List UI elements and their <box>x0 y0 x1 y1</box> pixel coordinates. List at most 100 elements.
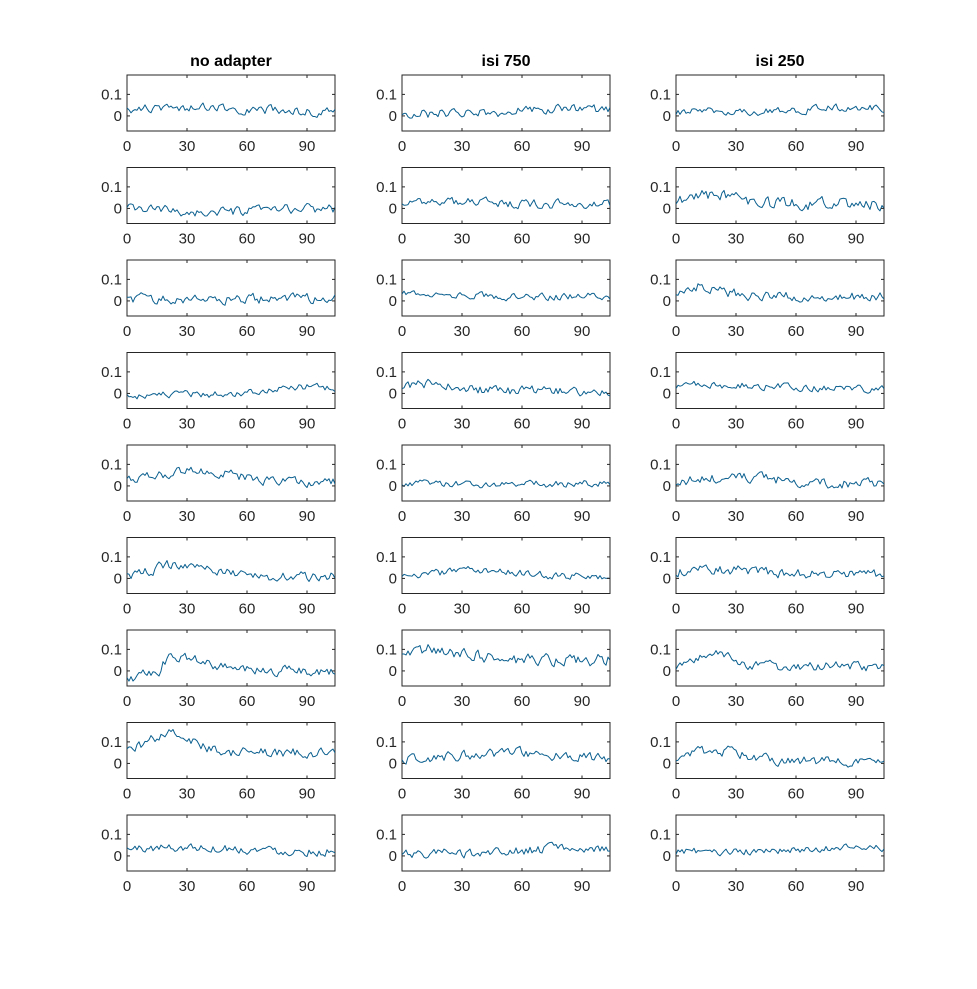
x-tick-label: 30 <box>454 323 471 340</box>
series-line <box>402 290 610 302</box>
x-tick-label: 90 <box>299 138 316 155</box>
x-tick-label: 90 <box>574 601 591 618</box>
series-line <box>676 283 884 303</box>
axes-box <box>401 444 611 502</box>
x-tick-label: 90 <box>574 231 591 248</box>
subplot: 0 30 60 90 0 0.1 <box>376 74 611 155</box>
x-tick-label: 0 <box>123 508 131 525</box>
axes-box <box>126 537 336 594</box>
subplot: 0 30 60 90 0 0.1 <box>376 259 611 340</box>
x-tick-label: 30 <box>179 416 196 433</box>
x-tick-label: 90 <box>299 231 316 248</box>
axes-box <box>675 537 885 594</box>
x-tick-label: 30 <box>179 323 196 340</box>
x-tick-label: 60 <box>514 138 531 155</box>
x-tick-label: 0 <box>123 323 131 340</box>
axes-box <box>401 722 611 779</box>
x-tick-label: 30 <box>179 693 196 710</box>
y-tick-label: 0 <box>663 478 671 495</box>
x-tick-label: 60 <box>514 878 531 895</box>
y-tick-label: 0.1 <box>376 271 397 288</box>
subplot: 0 30 60 90 0 0.1 <box>101 722 336 803</box>
x-tick-label: 0 <box>398 878 406 895</box>
y-tick-label: 0.1 <box>101 734 122 751</box>
axes-box <box>126 444 336 502</box>
y-tick-label: 0 <box>114 755 122 772</box>
subplot: 0 30 60 90 0 0.1 <box>376 352 611 433</box>
x-tick-label: 90 <box>299 508 316 525</box>
axes-box <box>675 722 885 779</box>
x-tick-label: 30 <box>454 786 471 803</box>
x-tick-label: 0 <box>123 693 131 710</box>
x-tick-label: 90 <box>574 786 591 803</box>
x-tick-label: 90 <box>299 693 316 710</box>
x-tick-label: 90 <box>848 508 865 525</box>
subplot: 0 30 60 90 0 0.1 <box>650 352 885 433</box>
x-tick-label: 90 <box>848 231 865 248</box>
x-tick-label: 90 <box>848 138 865 155</box>
x-tick-label: 0 <box>672 138 680 155</box>
y-tick-label: 0.1 <box>376 456 397 473</box>
y-tick-label: 0 <box>389 200 397 217</box>
subplot: 0 30 60 90 0 0.1 <box>650 167 885 248</box>
y-tick-label: 0 <box>663 570 671 587</box>
x-tick-label: 0 <box>123 231 131 248</box>
y-tick-label: 0 <box>114 385 122 402</box>
axes-box <box>126 629 336 687</box>
series-line <box>402 745 610 765</box>
subplot: 0 30 60 90 0 0.1 <box>101 537 336 618</box>
y-tick-label: 0.1 <box>376 734 397 751</box>
axes-box <box>675 814 885 872</box>
subplot: 0 30 60 90 0 0.1 <box>376 537 611 618</box>
x-tick-label: 0 <box>672 508 680 525</box>
y-tick-label: 0.1 <box>376 364 397 381</box>
axes-box <box>401 167 611 224</box>
x-tick-label: 30 <box>728 323 745 340</box>
x-tick-label: 90 <box>848 416 865 433</box>
y-tick-label: 0.1 <box>650 734 671 751</box>
x-tick-label: 60 <box>514 601 531 618</box>
subplot: 0 30 60 90 0 0.1 <box>650 74 885 155</box>
x-tick-label: 60 <box>788 878 805 895</box>
series-line <box>402 196 610 210</box>
x-tick-label: 30 <box>728 693 745 710</box>
x-tick-label: 90 <box>299 323 316 340</box>
x-tick-label: 30 <box>179 508 196 525</box>
series-line <box>402 378 610 397</box>
y-tick-label: 0 <box>389 848 397 865</box>
y-tick-label: 0 <box>114 108 122 125</box>
x-tick-label: 90 <box>299 878 316 895</box>
x-tick-label: 0 <box>398 508 406 525</box>
y-tick-label: 0 <box>389 570 397 587</box>
x-tick-label: 0 <box>672 786 680 803</box>
x-tick-label: 0 <box>398 138 406 155</box>
x-tick-label: 0 <box>398 323 406 340</box>
subplot: 0 30 60 90 0 0.1 <box>376 167 611 248</box>
x-tick-label: 60 <box>239 138 256 155</box>
x-tick-label: 90 <box>299 601 316 618</box>
axes-box <box>126 259 336 317</box>
subplot: 0 30 60 90 0 0.1 <box>101 74 336 155</box>
series-line <box>676 471 884 489</box>
y-tick-label: 0.1 <box>101 271 122 288</box>
subplot: 0 30 60 90 0 0.1 <box>101 259 336 340</box>
subplot: 0 30 60 90 0 0.1 <box>376 814 611 895</box>
y-tick-label: 0 <box>389 663 397 680</box>
axes-box <box>126 167 336 224</box>
x-tick-label: 60 <box>239 786 256 803</box>
x-tick-label: 0 <box>123 138 131 155</box>
axes-box <box>126 352 336 409</box>
x-tick-label: 90 <box>574 508 591 525</box>
axes-box <box>401 814 611 872</box>
x-tick-label: 30 <box>728 508 745 525</box>
y-tick-label: 0.1 <box>650 179 671 196</box>
series-line <box>676 564 884 579</box>
x-tick-label: 60 <box>239 878 256 895</box>
x-tick-label: 90 <box>299 416 316 433</box>
x-tick-label: 60 <box>514 693 531 710</box>
x-tick-label: 0 <box>398 416 406 433</box>
x-tick-label: 60 <box>788 601 805 618</box>
x-tick-label: 90 <box>574 878 591 895</box>
x-tick-label: 30 <box>179 601 196 618</box>
